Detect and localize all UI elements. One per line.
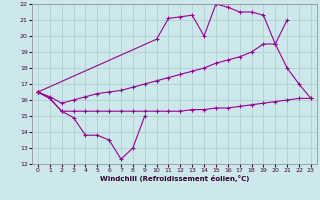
- X-axis label: Windchill (Refroidissement éolien,°C): Windchill (Refroidissement éolien,°C): [100, 175, 249, 182]
